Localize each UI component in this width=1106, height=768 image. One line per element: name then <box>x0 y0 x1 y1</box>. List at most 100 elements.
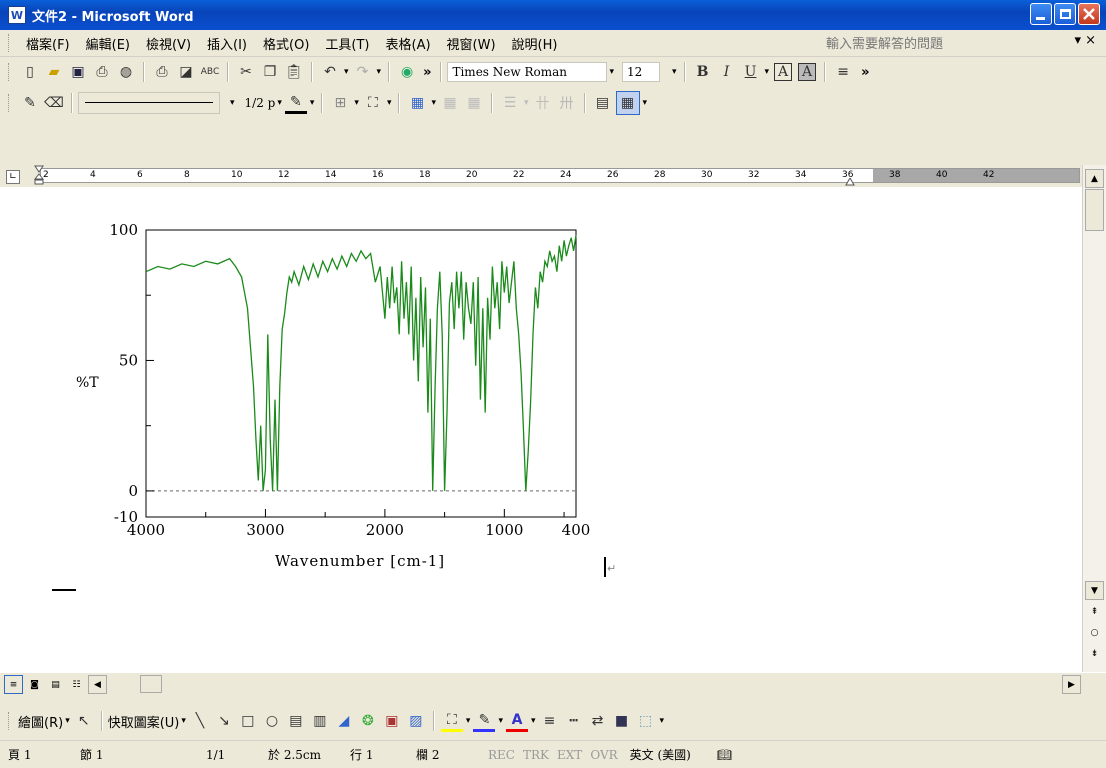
cut-icon[interactable]: ✂ <box>240 64 252 80</box>
web-layout-icon[interactable]: ◙ <box>25 675 44 694</box>
vertical-scrollbar[interactable]: ▲ ▼ ⇞ ○ ⇟ <box>1082 165 1106 672</box>
scroll-up-button[interactable]: ▲ <box>1085 169 1104 188</box>
undo-icon[interactable]: ↶ <box>324 64 336 80</box>
align-icon[interactable]: ≡ <box>837 64 849 80</box>
word-app-icon[interactable]: W <box>8 6 26 24</box>
outline-view-icon[interactable]: ☷ <box>67 675 86 694</box>
copy-icon[interactable]: ❐ <box>263 64 277 80</box>
split-cells-icon[interactable]: ▦ <box>467 95 481 111</box>
drawbar-options-icon[interactable]: ▾ <box>659 716 665 726</box>
draw-menu-dropdown-icon[interactable]: ▾ <box>65 716 70 726</box>
italic-icon[interactable]: I <box>723 64 730 80</box>
show-gridlines-icon[interactable]: ▦ <box>615 91 640 115</box>
horizontal-scrollbar[interactable]: ≡ ◙ ▤ ☷ ◀ ▶ <box>0 672 1106 695</box>
line-style-icon[interactable]: ≡ <box>543 713 556 729</box>
font-name-select[interactable]: Times New Roman <box>447 62 608 82</box>
tab-selector-icon[interactable]: ∟ <box>6 170 20 184</box>
line-style-select[interactable] <box>78 92 220 114</box>
fill-color-dropdown-icon[interactable]: ▾ <box>465 716 471 726</box>
normal-view-icon[interactable]: ≡ <box>4 675 23 694</box>
spelling-status-icon[interactable]: 📖︎ <box>716 747 733 762</box>
merge-cells-icon[interactable]: ▦ <box>443 95 457 111</box>
border-color-dropdown-icon[interactable]: ▾ <box>309 98 315 108</box>
toolbar2-grip[interactable] <box>8 94 12 112</box>
distribute-columns-icon[interactable]: 卅 <box>559 96 574 112</box>
print-preview-icon[interactable]: ◪ <box>179 64 193 80</box>
arrow-tool-icon[interactable]: ↘ <box>218 713 230 729</box>
spelling-icon[interactable]: ABC <box>200 67 220 77</box>
browse-object-icon[interactable]: ○ <box>1090 627 1099 638</box>
more-format-buttons-icon[interactable]: » <box>861 64 870 80</box>
new-document-icon[interactable]: ▯ <box>26 64 34 80</box>
print-icon[interactable]: ⎙ <box>156 64 168 80</box>
rectangle-tool-icon[interactable]: □ <box>241 713 255 729</box>
font-color-icon[interactable]: A <box>505 711 528 732</box>
oval-tool-icon[interactable]: ○ <box>265 713 279 729</box>
wordart-icon[interactable]: ◢ <box>338 713 350 729</box>
menu-help[interactable]: 說明(H) <box>511 37 558 53</box>
borders-icon[interactable]: ⊞ <box>334 95 347 111</box>
menu-table[interactable]: 表格(A) <box>385 37 431 53</box>
border-color-icon[interactable]: ✎ <box>284 93 307 114</box>
3d-style-icon[interactable]: ⬚ <box>638 713 653 729</box>
vertical-text-box-icon[interactable]: ▥ <box>313 713 327 729</box>
shading-color-icon[interactable]: ⛶ <box>368 95 378 111</box>
clip-art-icon[interactable]: ▣ <box>385 713 399 729</box>
scroll-right-button[interactable]: ▶ <box>1062 675 1081 694</box>
previous-page-icon[interactable]: ⇞ <box>1090 606 1099 617</box>
autoshapes-button[interactable]: 快取圖案(U) <box>107 715 180 731</box>
status-ext[interactable]: EXT <box>557 747 583 762</box>
menu-insert[interactable]: 插入(I) <box>207 37 248 53</box>
underline-dropdown-icon[interactable]: ▾ <box>764 67 770 77</box>
open-folder-icon[interactable]: ▰ <box>48 64 60 80</box>
research-icon[interactable]: ◍ <box>119 64 133 80</box>
ask-question-input[interactable]: 輸入需要解答的問題 <box>826 37 944 52</box>
close-window-button[interactable] <box>1078 3 1100 25</box>
menu-format[interactable]: 格式(O) <box>263 37 310 53</box>
menu-grip[interactable] <box>8 34 12 52</box>
next-page-icon[interactable]: ⇟ <box>1090 648 1099 659</box>
dash-style-icon[interactable]: ┅ <box>569 713 578 729</box>
text-box-icon[interactable]: ▤ <box>289 713 303 729</box>
menu-file[interactable]: 檔案(F) <box>26 37 70 53</box>
table-autoformat-icon[interactable]: ▤ <box>595 95 610 111</box>
line-color-dropdown-icon[interactable]: ▾ <box>498 716 503 726</box>
font-size-select[interactable]: 12 <box>622 62 660 82</box>
menu-window[interactable]: 視窗(W) <box>446 37 496 53</box>
menu-view[interactable]: 檢視(V) <box>145 37 192 53</box>
maximize-button[interactable] <box>1054 3 1076 25</box>
insert-table-icon[interactable]: ▦ <box>410 95 425 111</box>
select-objects-icon[interactable]: ↖ <box>77 713 90 729</box>
more-buttons-icon[interactable]: » <box>423 64 432 80</box>
paste-icon[interactable]: 📋︎ <box>285 64 303 80</box>
print-layout-icon[interactable]: ▤ <box>46 675 65 694</box>
character-border-icon[interactable]: A <box>772 61 794 83</box>
indent-marker-icon[interactable] <box>33 165 45 185</box>
menu-edit[interactable]: 編輯(E) <box>85 37 130 53</box>
shadow-style-icon[interactable]: ■ <box>614 713 629 729</box>
line-weight-select[interactable]: 1/2 p <box>244 96 276 110</box>
autoshapes-dropdown-icon[interactable]: ▾ <box>181 716 186 726</box>
minimize-button[interactable] <box>1030 3 1052 25</box>
scroll-down-button[interactable]: ▼ <box>1085 581 1104 600</box>
fill-color-icon[interactable]: ⛶ <box>440 711 463 732</box>
line-style-dropdown-icon[interactable]: ▾ <box>230 98 235 108</box>
diagram-icon[interactable]: ❂ <box>362 713 374 729</box>
redo-dropdown-icon[interactable]: ▾ <box>376 67 382 77</box>
permission-icon[interactable]: ⎙ <box>96 64 108 80</box>
line-weight-dropdown-icon[interactable]: ▾ <box>277 98 282 108</box>
arrow-style-icon[interactable]: ⇄ <box>591 713 604 729</box>
scroll-thumb[interactable] <box>1085 189 1104 231</box>
scroll-left-button[interactable]: ◀ <box>88 675 107 694</box>
insert-picture-icon[interactable]: ▨ <box>409 713 423 729</box>
shading-dropdown-icon[interactable]: ▾ <box>386 98 392 108</box>
eraser-icon[interactable]: ⌫ <box>44 95 64 111</box>
font-color-dropdown-icon[interactable]: ▾ <box>530 716 536 726</box>
borders-dropdown-icon[interactable]: ▾ <box>354 98 359 108</box>
toolbar-grip[interactable] <box>8 63 12 81</box>
status-ovr[interactable]: OVR <box>590 747 618 762</box>
status-trk[interactable]: TRK <box>522 747 549 762</box>
hyperlink-icon[interactable]: ◉ <box>400 64 414 80</box>
character-shading-icon[interactable]: A <box>796 61 818 83</box>
distribute-rows-icon[interactable]: 卄 <box>535 96 550 112</box>
